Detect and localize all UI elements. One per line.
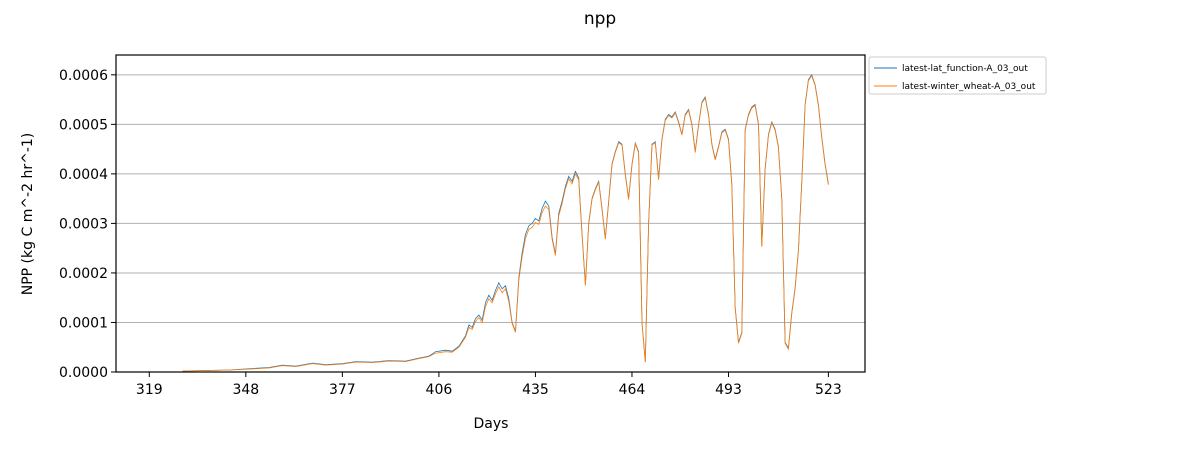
legend: latest-lat_function-A_03_out latest-winte… bbox=[868, 56, 1047, 95]
series-lines bbox=[182, 73, 829, 372]
y-tick-label: 0.0003 bbox=[59, 216, 108, 232]
series-line-2 bbox=[182, 74, 829, 372]
x-axis-label: Days bbox=[474, 416, 509, 432]
y-tick-label: 0.0004 bbox=[59, 167, 108, 183]
legend-label: latest-lat_function-A_03_out bbox=[902, 64, 1028, 74]
x-tick-label: 523 bbox=[815, 382, 842, 398]
x-tick-label: 348 bbox=[232, 382, 259, 398]
x-tick-label: 406 bbox=[426, 382, 453, 398]
legend-label: latest-winter_wheat-A_03_out bbox=[902, 82, 1036, 92]
x-tick-label: 464 bbox=[619, 382, 646, 398]
x-tick-label: 435 bbox=[522, 382, 549, 398]
chart-title: npp bbox=[584, 9, 616, 29]
legend-box bbox=[868, 56, 1047, 95]
y-axis-label: NPP (kg C m^-2 hr^-1) bbox=[20, 133, 36, 296]
y-tick-label: 0.0000 bbox=[59, 365, 108, 381]
grid-lines bbox=[116, 74, 865, 373]
x-tick-label: 319 bbox=[136, 382, 163, 398]
x-tick-label: 493 bbox=[715, 382, 742, 398]
y-tick-label: 0.0002 bbox=[59, 266, 108, 282]
x-tick-label: 377 bbox=[329, 382, 356, 398]
y-tick-label: 0.0006 bbox=[59, 68, 108, 84]
series-line-1 bbox=[182, 73, 829, 372]
y-tick-label: 0.0005 bbox=[59, 117, 108, 133]
y-axis-ticks: 0.0000 0.0001 0.0002 0.0003 0.0004 0.0005 0.00… bbox=[59, 68, 116, 381]
plot-area-frame bbox=[115, 54, 866, 373]
x-axis-ticks: 319 348 377 406 435 464 493 523 bbox=[136, 372, 842, 398]
y-tick-label: 0.0001 bbox=[59, 315, 108, 331]
